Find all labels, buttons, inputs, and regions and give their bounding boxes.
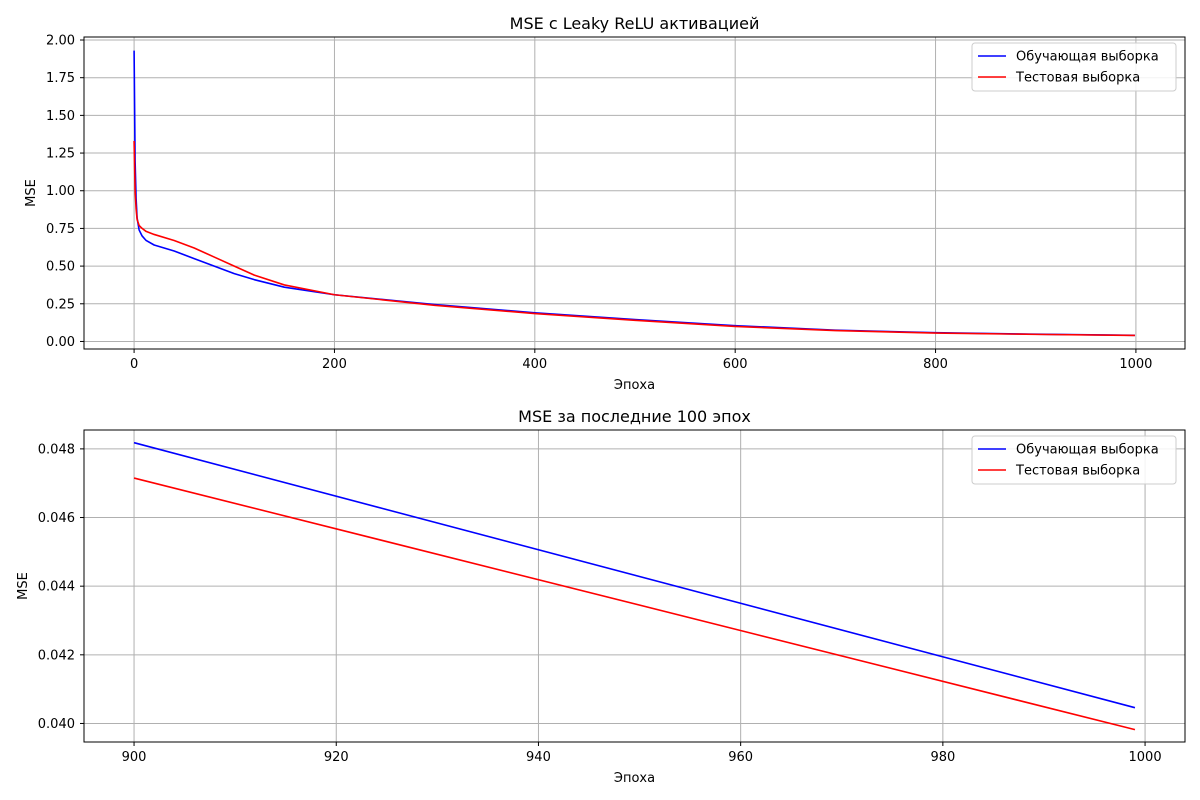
series [133,50,1135,337]
x-tick-label: 600 [723,357,748,372]
y-tick-label: 0.040 [38,717,75,732]
y-tick-label: 0.048 [38,442,75,457]
legend-box [971,435,1177,485]
y-tick-label: 0.75 [46,222,75,237]
series [133,441,1136,731]
y-tick-label: 1.00 [46,184,75,199]
x-axis-label: Эпоха [614,378,655,393]
chart-panel-bottom: MSE за последние 100 эпох 900 920 940 960 98… [16,407,1186,786]
x-axis-label: Эпоха [614,771,655,786]
x-tick-label: 1000 [1129,750,1162,765]
x-tick-label: 400 [522,357,547,372]
y-tick-label: 0.50 [46,260,75,275]
y-tick-label: 0.044 [38,580,75,595]
x-tick-label: 800 [923,357,948,372]
legend-label: Тестовая выборка [1015,464,1140,479]
x-tick-label: 920 [324,750,349,765]
series-line [133,441,1136,709]
y-axis-label: MSE [16,572,31,600]
x-tick-label: 900 [122,750,147,765]
chart-panel-top: MSE с Leaky ReLU активацией 0 200 400 600 80… [24,14,1186,393]
chart-title: MSE за последние 100 эпох [518,407,751,426]
ticks: 900 920 940 960 980 1000 0.040 0.042 0.044 0.046 0… [38,442,1162,765]
chart-title: MSE с Leaky ReLU активацией [510,14,760,33]
x-tick-label: 0 [130,357,138,372]
legend-label: Тестовая выборка [1015,71,1140,86]
x-tick-label: 980 [930,750,955,765]
legend: Обучающая выборка Тестовая выборка [971,435,1177,485]
y-tick-label: 0.042 [38,648,75,663]
legend: Обучающая выборка Тестовая выборка [971,42,1177,92]
y-tick-label: 1.75 [46,71,75,86]
ticks: 0 200 400 600 800 1000 0.00 0.25 0.50 0.75 1.00 1.2… [46,34,1152,372]
x-tick-label: 200 [322,357,347,372]
y-tick-label: 2.00 [46,34,75,49]
series-line [133,477,1136,731]
x-tick-label: 940 [526,750,551,765]
x-tick-label: 960 [728,750,753,765]
y-tick-label: 1.25 [46,147,75,162]
y-axis-label: MSE [24,179,39,207]
y-tick-label: 0.00 [46,335,75,350]
x-tick-label: 1000 [1119,357,1152,372]
series-line [133,140,1135,337]
legend-label: Обучающая выборка [1016,443,1159,458]
y-tick-label: 0.25 [46,297,75,312]
axes-frame [83,36,1186,350]
legend-label: Обучающая выборка [1016,50,1159,65]
legend-box [971,42,1177,92]
y-tick-label: 0.046 [38,511,75,526]
grid [84,37,1185,349]
y-tick-label: 1.50 [46,109,75,124]
